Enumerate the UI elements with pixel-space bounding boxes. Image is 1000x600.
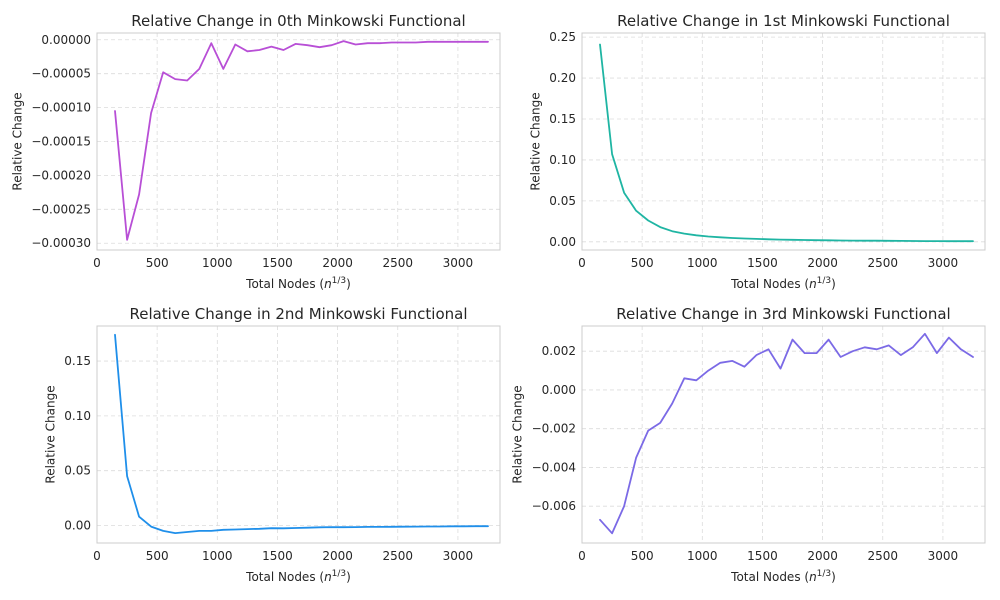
y-axis-label: Relative Change [43,385,57,483]
x-tick-label: 2000 [807,256,838,270]
x-tick-label: 3000 [928,256,959,270]
x-tick-label: 1500 [747,256,778,270]
chart-panel-2: 0 500 1000 1500 2000 2500 3000 0.00 0.05 0.10 0.15… [43,305,501,584]
y-tick-label: 0.00 [64,518,91,532]
chart-title: Relative Change in 1st Minkowski Functio… [617,12,950,30]
x-axis-label: Total Nodes (n1/3) [245,569,351,584]
series-line [599,332,974,535]
y-tick-label: 0.00 [549,235,576,249]
x-tick-label: 3000 [443,256,474,270]
x-tick-label: 500 [631,549,654,563]
series-line [114,40,489,241]
x-tick-label: 500 [631,256,654,270]
x-tick-label: 2000 [322,549,353,563]
plot-frame [581,32,986,251]
x-axis-label: Total Nodes (n1/3) [730,569,836,584]
x-tick-label: 0 [93,549,101,563]
y-tick-label: 0.20 [549,71,576,85]
y-tick-label: 0.002 [542,344,576,358]
y-tick-label: −0.00025 [31,202,91,216]
chart-panel-1: 0 500 1000 1500 2000 2500 3000 0.00 0.05 0.10 0.15… [528,12,986,291]
chart-title: Relative Change in 2nd Minkowski Functio… [129,305,467,323]
y-tick-label: −0.004 [532,460,576,474]
plot-frame [96,325,501,544]
y-axis-label: Relative Change [511,385,525,483]
y-tick-label: 0.25 [549,30,576,44]
x-axis-label: Total Nodes (n1/3) [245,276,351,291]
x-tick-label: 0 [578,549,586,563]
x-tick-label: 1500 [747,549,778,563]
y-tick-label: 0.05 [549,194,576,208]
x-tick-label: 1500 [262,549,293,563]
y-tick-label: 0.10 [64,409,91,423]
x-tick-label: 1500 [262,256,293,270]
y-axis-label: Relative Change [528,92,542,190]
y-tick-label: −0.00010 [31,101,91,115]
x-tick-label: 1000 [687,256,718,270]
x-tick-label: 2000 [322,256,353,270]
y-tick-label: 0.15 [64,354,91,368]
x-tick-label: 3000 [928,549,959,563]
x-tick-label: 2500 [382,256,413,270]
x-tick-label: 2000 [807,549,838,563]
x-tick-label: 500 [146,256,169,270]
x-tick-label: 3000 [443,549,474,563]
x-tick-label: 500 [146,549,169,563]
y-tick-label: 0.05 [64,464,91,478]
chart-title: Relative Change in 0th Minkowski Functio… [131,12,465,30]
x-tick-label: 1000 [202,256,233,270]
y-axis-label: Relative Change [10,92,24,190]
chart-title: Relative Change in 3rd Minkowski Functio… [616,305,950,323]
x-axis-label: Total Nodes (n1/3) [730,276,836,291]
x-tick-label: 1000 [202,549,233,563]
y-tick-label: −0.00005 [31,67,91,81]
x-tick-label: 2500 [382,549,413,563]
plot-frame [581,325,986,544]
y-tick-label: −0.002 [532,422,576,436]
chart-panel-3: 0 500 1000 1500 2000 2500 3000 −0.006 −0.004 −0.0… [511,305,986,584]
y-tick-label: 0.15 [549,112,576,126]
y-tick-label: −0.00030 [31,236,91,250]
y-tick-label: −0.00020 [31,168,91,182]
y-tick-label: 0.10 [549,153,576,167]
chart-panel-0: 0 500 1000 1500 2000 2500 3000 −0.00030 −0.00025… [10,12,501,291]
y-tick-label: −0.00015 [31,135,91,149]
x-tick-label: 2500 [867,549,898,563]
plot-frame [96,32,501,251]
series-line [599,43,974,243]
x-tick-label: 0 [578,256,586,270]
y-tick-label: −0.006 [532,499,576,513]
x-tick-label: 2500 [867,256,898,270]
y-tick-label: 0.000 [542,383,576,397]
x-tick-label: 0 [93,256,101,270]
y-tick-label: 0.00000 [41,33,91,47]
series-line [114,333,489,534]
x-tick-label: 1000 [687,549,718,563]
